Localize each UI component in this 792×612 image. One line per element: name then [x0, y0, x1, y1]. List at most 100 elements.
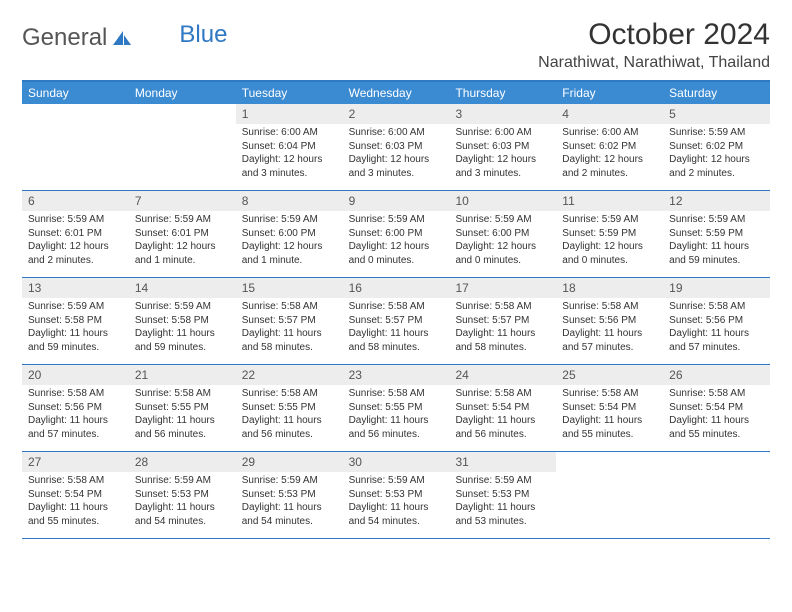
daylight-text: Daylight: 11 hours and 53 minutes. — [455, 501, 550, 528]
sunset-text: Sunset: 5:53 PM — [135, 488, 230, 502]
day-cell: 8Sunrise: 5:59 AMSunset: 6:00 PMDaylight… — [236, 191, 343, 277]
day-cell: 27Sunrise: 5:58 AMSunset: 5:54 PMDayligh… — [22, 452, 129, 538]
day-info: Sunrise: 6:00 AMSunset: 6:04 PMDaylight:… — [236, 126, 343, 180]
day-info: Sunrise: 5:58 AMSunset: 5:55 PMDaylight:… — [343, 387, 450, 441]
day-cell: 11Sunrise: 5:59 AMSunset: 5:59 PMDayligh… — [556, 191, 663, 277]
daylight-text: Daylight: 11 hours and 59 minutes. — [28, 327, 123, 354]
day-cell: 13Sunrise: 5:59 AMSunset: 5:58 PMDayligh… — [22, 278, 129, 364]
logo: General Blue — [22, 18, 227, 52]
sunset-text: Sunset: 5:59 PM — [669, 227, 764, 241]
daylight-text: Daylight: 11 hours and 56 minutes. — [349, 414, 444, 441]
day-cell: 22Sunrise: 5:58 AMSunset: 5:55 PMDayligh… — [236, 365, 343, 451]
day-of-week-cell: Thursday — [449, 82, 556, 104]
sunset-text: Sunset: 5:57 PM — [242, 314, 337, 328]
day-info: Sunrise: 5:59 AMSunset: 5:53 PMDaylight:… — [129, 474, 236, 528]
sunrise-text: Sunrise: 6:00 AM — [242, 126, 337, 140]
day-cell — [556, 452, 663, 538]
day-cell: 3Sunrise: 6:00 AMSunset: 6:03 PMDaylight… — [449, 104, 556, 190]
daylight-text: Daylight: 11 hours and 58 minutes. — [242, 327, 337, 354]
day-cell — [22, 104, 129, 190]
day-info: Sunrise: 5:59 AMSunset: 6:00 PMDaylight:… — [236, 213, 343, 267]
day-number: 4 — [556, 104, 663, 124]
daylight-text: Daylight: 12 hours and 1 minute. — [242, 240, 337, 267]
daylight-text: Daylight: 12 hours and 3 minutes. — [455, 153, 550, 180]
daylight-text: Daylight: 11 hours and 55 minutes. — [28, 501, 123, 528]
day-number: 30 — [343, 452, 450, 472]
day-cell: 29Sunrise: 5:59 AMSunset: 5:53 PMDayligh… — [236, 452, 343, 538]
sunset-text: Sunset: 6:01 PM — [28, 227, 123, 241]
logo-text-blue: Blue — [179, 21, 227, 49]
week-row: 27Sunrise: 5:58 AMSunset: 5:54 PMDayligh… — [22, 452, 770, 539]
day-number: 7 — [129, 191, 236, 211]
sunset-text: Sunset: 6:00 PM — [242, 227, 337, 241]
sunset-text: Sunset: 6:03 PM — [349, 140, 444, 154]
day-cell: 30Sunrise: 5:59 AMSunset: 5:53 PMDayligh… — [343, 452, 450, 538]
sunrise-text: Sunrise: 5:58 AM — [28, 474, 123, 488]
sunset-text: Sunset: 5:54 PM — [28, 488, 123, 502]
day-info: Sunrise: 5:59 AMSunset: 5:53 PMDaylight:… — [343, 474, 450, 528]
week-row: 13Sunrise: 5:59 AMSunset: 5:58 PMDayligh… — [22, 278, 770, 365]
sunrise-text: Sunrise: 6:00 AM — [349, 126, 444, 140]
daylight-text: Daylight: 11 hours and 54 minutes. — [349, 501, 444, 528]
sunset-text: Sunset: 6:02 PM — [562, 140, 657, 154]
sunrise-text: Sunrise: 5:59 AM — [349, 474, 444, 488]
logo-sail-icon — [109, 24, 133, 52]
sunset-text: Sunset: 5:58 PM — [28, 314, 123, 328]
sunrise-text: Sunrise: 5:59 AM — [135, 213, 230, 227]
day-cell: 19Sunrise: 5:58 AMSunset: 5:56 PMDayligh… — [663, 278, 770, 364]
day-number: 13 — [22, 278, 129, 298]
day-number: 2 — [343, 104, 450, 124]
week-row: 6Sunrise: 5:59 AMSunset: 6:01 PMDaylight… — [22, 191, 770, 278]
header: General Blue October 2024 Narathiwat, Na… — [22, 18, 770, 72]
sunset-text: Sunset: 5:56 PM — [669, 314, 764, 328]
daylight-text: Daylight: 11 hours and 59 minutes. — [669, 240, 764, 267]
day-info: Sunrise: 5:58 AMSunset: 5:57 PMDaylight:… — [343, 300, 450, 354]
sunset-text: Sunset: 6:04 PM — [242, 140, 337, 154]
day-of-week-cell: Saturday — [663, 82, 770, 104]
day-info: Sunrise: 5:58 AMSunset: 5:54 PMDaylight:… — [22, 474, 129, 528]
day-number: 16 — [343, 278, 450, 298]
daylight-text: Daylight: 12 hours and 2 minutes. — [669, 153, 764, 180]
day-of-week-cell: Tuesday — [236, 82, 343, 104]
daylight-text: Daylight: 11 hours and 56 minutes. — [135, 414, 230, 441]
day-info: Sunrise: 5:58 AMSunset: 5:54 PMDaylight:… — [449, 387, 556, 441]
day-cell: 2Sunrise: 6:00 AMSunset: 6:03 PMDaylight… — [343, 104, 450, 190]
day-info: Sunrise: 5:59 AMSunset: 5:59 PMDaylight:… — [556, 213, 663, 267]
sunset-text: Sunset: 5:56 PM — [28, 401, 123, 415]
day-info: Sunrise: 5:58 AMSunset: 5:57 PMDaylight:… — [449, 300, 556, 354]
day-info: Sunrise: 5:59 AMSunset: 6:02 PMDaylight:… — [663, 126, 770, 180]
daylight-text: Daylight: 11 hours and 55 minutes. — [669, 414, 764, 441]
sunrise-text: Sunrise: 5:58 AM — [349, 300, 444, 314]
day-cell: 31Sunrise: 5:59 AMSunset: 5:53 PMDayligh… — [449, 452, 556, 538]
day-number: 10 — [449, 191, 556, 211]
daylight-text: Daylight: 11 hours and 58 minutes. — [349, 327, 444, 354]
day-number: 17 — [449, 278, 556, 298]
sunrise-text: Sunrise: 5:58 AM — [28, 387, 123, 401]
sunset-text: Sunset: 5:54 PM — [669, 401, 764, 415]
day-number: 21 — [129, 365, 236, 385]
daylight-text: Daylight: 11 hours and 54 minutes. — [242, 501, 337, 528]
day-number: 29 — [236, 452, 343, 472]
day-number: 1 — [236, 104, 343, 124]
sunrise-text: Sunrise: 5:59 AM — [669, 213, 764, 227]
day-info: Sunrise: 5:59 AMSunset: 6:01 PMDaylight:… — [129, 213, 236, 267]
sunrise-text: Sunrise: 5:59 AM — [669, 126, 764, 140]
day-cell: 25Sunrise: 5:58 AMSunset: 5:54 PMDayligh… — [556, 365, 663, 451]
week-row: 20Sunrise: 5:58 AMSunset: 5:56 PMDayligh… — [22, 365, 770, 452]
sunrise-text: Sunrise: 5:58 AM — [455, 300, 550, 314]
daylight-text: Daylight: 12 hours and 0 minutes. — [562, 240, 657, 267]
day-cell: 17Sunrise: 5:58 AMSunset: 5:57 PMDayligh… — [449, 278, 556, 364]
day-number: 14 — [129, 278, 236, 298]
sunset-text: Sunset: 5:56 PM — [562, 314, 657, 328]
day-cell: 1Sunrise: 6:00 AMSunset: 6:04 PMDaylight… — [236, 104, 343, 190]
day-info: Sunrise: 5:59 AMSunset: 5:53 PMDaylight:… — [449, 474, 556, 528]
day-number: 6 — [22, 191, 129, 211]
day-cell: 23Sunrise: 5:58 AMSunset: 5:55 PMDayligh… — [343, 365, 450, 451]
day-cell: 6Sunrise: 5:59 AMSunset: 6:01 PMDaylight… — [22, 191, 129, 277]
day-info: Sunrise: 5:58 AMSunset: 5:56 PMDaylight:… — [663, 300, 770, 354]
day-cell — [663, 452, 770, 538]
day-cell: 10Sunrise: 5:59 AMSunset: 6:00 PMDayligh… — [449, 191, 556, 277]
daylight-text: Daylight: 11 hours and 56 minutes. — [455, 414, 550, 441]
day-cell: 26Sunrise: 5:58 AMSunset: 5:54 PMDayligh… — [663, 365, 770, 451]
sunset-text: Sunset: 5:57 PM — [349, 314, 444, 328]
